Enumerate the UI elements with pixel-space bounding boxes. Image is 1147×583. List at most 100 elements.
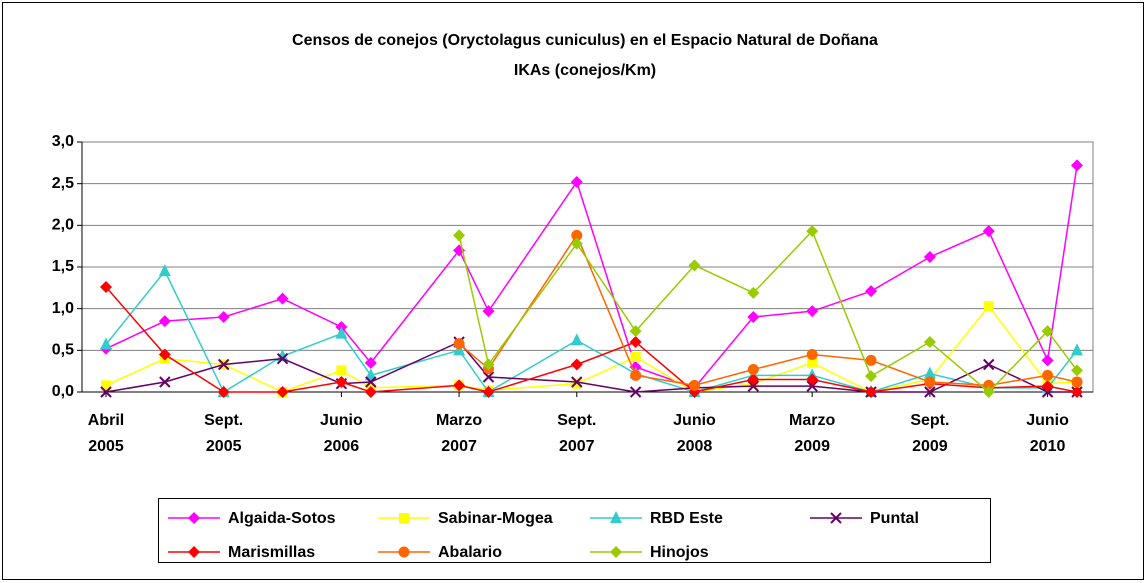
marker (983, 358, 995, 371)
marker (276, 292, 289, 305)
marker (188, 512, 200, 524)
marker (571, 376, 583, 388)
marker (276, 349, 289, 362)
marker (747, 373, 760, 386)
series-line (105, 269, 1078, 394)
marker (747, 380, 760, 392)
legend-label: RBD Este (650, 510, 723, 527)
marker (453, 379, 466, 392)
x-tick-label: Sept. 2007 (557, 412, 597, 455)
marker (865, 285, 878, 298)
series-line (458, 229, 1078, 394)
marker (1041, 380, 1054, 393)
marker (453, 229, 466, 242)
marker (570, 176, 583, 188)
y-tick-label: 1,0 (52, 300, 74, 317)
marker (101, 380, 111, 391)
marker (217, 358, 230, 371)
marker (806, 305, 819, 318)
marker (335, 326, 348, 339)
x-tick-label: Marzo 2007 (435, 412, 483, 455)
marker (217, 386, 230, 398)
legend-label: Algaida-Sotos (228, 510, 336, 527)
marker (688, 379, 700, 391)
marker (482, 358, 495, 371)
y-tick-label: 1,5 (52, 258, 74, 275)
marker (806, 349, 818, 360)
series-line (105, 165, 1078, 389)
marker (1041, 354, 1054, 367)
marker (158, 264, 171, 277)
marker (158, 348, 171, 361)
marker (747, 286, 760, 299)
marker (629, 386, 642, 398)
marker (806, 225, 819, 238)
marker (830, 512, 842, 524)
marker (335, 376, 348, 388)
marker (806, 373, 819, 386)
x-tick-label: Abril 2005 (87, 412, 125, 455)
chart-subtitle: IKAs (conejos/Km) (514, 62, 656, 79)
marker (364, 368, 377, 381)
marker (1071, 159, 1083, 172)
marker (217, 311, 230, 323)
marker (336, 365, 347, 376)
marker (610, 546, 622, 558)
marker (570, 358, 583, 371)
marker (482, 386, 495, 398)
marker (482, 371, 495, 383)
marker (276, 352, 289, 365)
marker (571, 229, 583, 241)
marker (923, 251, 936, 263)
marker (924, 386, 936, 398)
marker (100, 386, 112, 398)
marker (482, 305, 495, 318)
marker (1041, 325, 1054, 338)
legend-label: Puntal (870, 510, 919, 527)
marker (1071, 386, 1083, 398)
marker (865, 386, 878, 398)
y-tick-label: 2,0 (52, 217, 74, 234)
marker (453, 343, 466, 356)
marker (747, 364, 759, 375)
marker (158, 315, 171, 328)
marker (570, 237, 583, 250)
chart-title: Censos de conejos (Oryctolagus cuniculus… (292, 32, 878, 49)
marker (629, 336, 642, 348)
marker (1071, 376, 1083, 388)
marker (571, 378, 582, 389)
series-line (105, 286, 1078, 393)
marker (982, 386, 995, 398)
x-tick-label: Junio 2006 (320, 412, 363, 455)
marker (159, 376, 171, 388)
marker (570, 333, 583, 346)
series-line (105, 341, 1077, 393)
legend-label: Hinojos (650, 544, 709, 561)
x-tick-label: Sept. 2009 (910, 412, 950, 455)
y-tick-label: 3,0 (52, 133, 74, 150)
x-tick-label: Junio 2008 (673, 412, 716, 455)
marker (865, 370, 878, 383)
marker (453, 338, 465, 350)
marker (1042, 369, 1054, 381)
marker (1071, 343, 1083, 356)
marker (365, 376, 377, 388)
marker (924, 376, 936, 388)
marker (188, 546, 200, 558)
marker (923, 366, 936, 379)
y-tick-label: 0,0 (52, 383, 74, 400)
marker (399, 513, 409, 523)
marker (982, 225, 995, 238)
marker (747, 311, 760, 323)
marker (398, 546, 410, 558)
marker (806, 380, 818, 392)
x-tick-label: Marzo 2009 (789, 412, 836, 455)
legend-label: Abalario (438, 544, 502, 561)
y-tick-label: 0,5 (52, 342, 74, 359)
marker (630, 352, 641, 362)
marker (610, 511, 622, 523)
legend-label: Marismillas (228, 544, 315, 561)
marker (100, 337, 112, 350)
